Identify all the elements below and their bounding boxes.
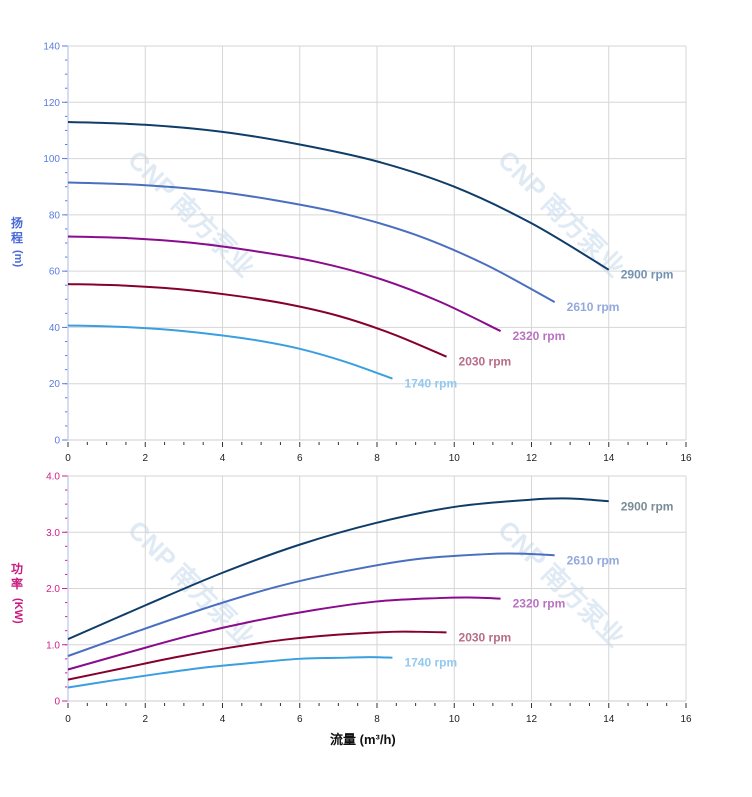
y-tick-label: 0 bbox=[54, 697, 60, 708]
ylabel-part: 率 bbox=[10, 577, 23, 591]
watermark: CNP 南方泵业 bbox=[122, 144, 260, 282]
x-tick-label: 4 bbox=[220, 714, 226, 725]
ylabel-part: 扬 bbox=[10, 216, 23, 230]
series-line-2610-rpm bbox=[67, 181, 556, 303]
series-line-2320-rpm bbox=[67, 235, 502, 332]
series-label: 2320 rpm bbox=[513, 597, 566, 611]
series-line-2320-rpm bbox=[67, 596, 501, 671]
x-tick-label: 14 bbox=[603, 714, 615, 725]
y-tick-label: 80 bbox=[49, 210, 61, 221]
y-tick-label: 40 bbox=[49, 323, 61, 334]
series-label: 2610 rpm bbox=[567, 553, 620, 567]
x-tick-label: 6 bbox=[297, 714, 303, 725]
y-tick-label: 120 bbox=[43, 98, 60, 109]
y-tick-label: 3.0 bbox=[46, 528, 60, 539]
power-axis-label: 功 率 (KW) bbox=[10, 562, 24, 624]
x-tick-label: 0 bbox=[65, 453, 71, 464]
y-tick-label: 2.0 bbox=[46, 584, 60, 595]
ylabel-unit: (KW) bbox=[12, 598, 24, 624]
y-tick-label: 0 bbox=[54, 436, 60, 447]
series-line-2900-rpm bbox=[67, 120, 610, 271]
x-tick-label: 0 bbox=[65, 714, 71, 725]
series-label: 2900 rpm bbox=[621, 499, 674, 513]
series-label: 1740 rpm bbox=[404, 377, 457, 391]
ylabel-part: 功 bbox=[10, 562, 23, 576]
ylabel-unit: (m) bbox=[12, 250, 24, 268]
ylabel-part: 程 bbox=[10, 231, 23, 245]
y-tick-label: 140 bbox=[43, 42, 60, 53]
watermark: CNP 南方泵业 bbox=[492, 514, 630, 652]
x-tick-label: 16 bbox=[680, 714, 692, 725]
x-tick-label: 6 bbox=[297, 453, 303, 464]
series-label: 2030 rpm bbox=[459, 630, 512, 644]
x-tick-label: 10 bbox=[449, 714, 461, 725]
x-tick-label: 12 bbox=[526, 714, 538, 725]
series-line-2030-rpm bbox=[67, 283, 447, 358]
series-label: 2900 rpm bbox=[621, 268, 674, 282]
series-label: 1740 rpm bbox=[404, 656, 457, 670]
y-tick-label: 1.0 bbox=[46, 640, 60, 651]
x-tick-label: 4 bbox=[220, 453, 226, 464]
x-axis-title: 流量 (m³/h) bbox=[330, 732, 396, 747]
x-tick-label: 12 bbox=[526, 453, 538, 464]
series-line-2030-rpm bbox=[67, 630, 447, 681]
series-line-1740-rpm bbox=[67, 324, 393, 380]
y-tick-label: 100 bbox=[43, 154, 60, 165]
x-tick-label: 2 bbox=[142, 714, 148, 725]
series-line-1740-rpm bbox=[67, 656, 393, 689]
x-tick-label: 8 bbox=[374, 453, 380, 464]
series-line-2610-rpm bbox=[67, 552, 555, 657]
y-tick-label: 60 bbox=[49, 267, 61, 278]
y-tick-label: 4.0 bbox=[46, 472, 60, 483]
series-line-2900-rpm bbox=[67, 497, 609, 641]
series-label: 2320 rpm bbox=[513, 329, 566, 343]
x-tick-label: 2 bbox=[142, 453, 148, 464]
y-tick-label: 20 bbox=[49, 379, 61, 390]
x-tick-label: 16 bbox=[680, 453, 692, 464]
head-axis-label: 扬 程 (m) bbox=[10, 216, 24, 267]
x-tick-label: 14 bbox=[603, 453, 615, 464]
series-label: 2030 rpm bbox=[459, 355, 512, 369]
x-tick-label: 10 bbox=[449, 453, 461, 464]
series-label: 2610 rpm bbox=[567, 300, 620, 314]
x-tick-label: 8 bbox=[374, 714, 380, 725]
watermark: CNP 南方泵业 bbox=[122, 514, 260, 652]
